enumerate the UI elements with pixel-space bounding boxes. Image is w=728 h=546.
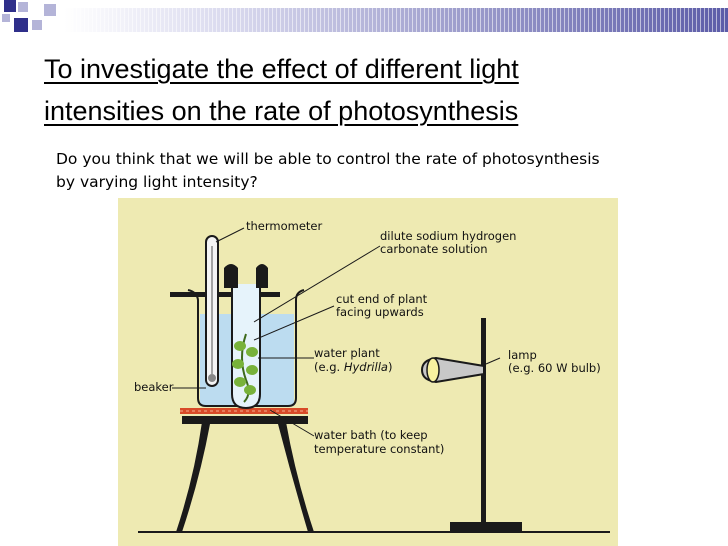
slide-question: Do you think that we will be able to con… <box>56 148 716 194</box>
table-top <box>182 416 308 424</box>
label-lamp-line2: (e.g. 60 W bulb) <box>508 361 601 375</box>
photosynthesis-apparatus-figure: thermometer dilute sodium hydrogen carbo… <box>118 198 618 546</box>
slide-title: To investigate the effect of different l… <box>44 48 684 132</box>
lamp-stand-base <box>450 522 522 532</box>
label-cut-end-line2: facing upwards <box>336 305 424 319</box>
label-water-bath-line1: water bath (to keep <box>314 428 428 442</box>
question-line-1: Do you think that we will be able to con… <box>56 150 600 168</box>
slide-title-line-2: intensities on the rate of photosynthesi… <box>44 96 519 126</box>
corner-squares-decoration <box>2 0 56 32</box>
water-plant <box>232 333 258 403</box>
pointer-lines <box>172 227 501 437</box>
clamp-stand-rod <box>170 292 280 297</box>
label-lamp-line1: lamp <box>508 348 537 362</box>
table-leg-left <box>176 422 210 532</box>
label-beaker: beaker <box>134 380 174 394</box>
label-solution-line1: dilute sodium hydrogen <box>380 229 516 243</box>
lamp-stand-pole <box>481 318 486 524</box>
header-gradient-band <box>64 8 728 32</box>
label-water-plant-line1: water plant <box>314 346 380 360</box>
rubber-bung-right <box>256 264 268 288</box>
water-bath-heater <box>180 408 308 414</box>
label-water-bath-line2: temperature constant) <box>314 442 444 456</box>
lamp-bulb <box>426 357 440 383</box>
label-water-plant-prefix: (e.g. <box>314 360 344 374</box>
rubber-bung-left <box>224 264 238 288</box>
table-leg-right <box>278 422 314 532</box>
label-solution-line2: carbonate solution <box>380 242 488 256</box>
slide-title-line-1: To investigate the effect of different l… <box>44 54 519 84</box>
label-cut-end-line1: cut end of plant <box>336 292 428 306</box>
label-water-plant-species: Hydrilla <box>344 360 388 374</box>
label-water-plant-suffix: ) <box>388 360 393 374</box>
apparatus-diagram: thermometer dilute sodium hydrogen carbo… <box>118 198 618 546</box>
question-line-2: by varying light intensity? <box>56 173 258 191</box>
label-water-plant-line2: (e.g. Hydrilla) <box>314 360 392 374</box>
label-thermometer: thermometer <box>246 219 322 233</box>
